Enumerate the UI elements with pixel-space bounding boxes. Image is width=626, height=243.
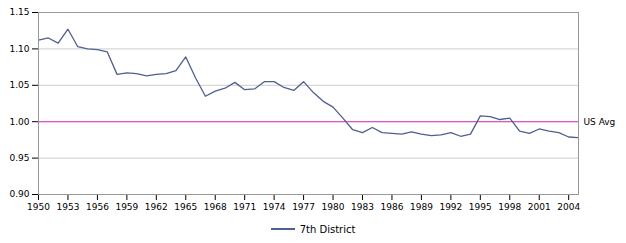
svg-text:0.90: 0.90 [9, 189, 29, 199]
svg-text:1953: 1953 [57, 202, 80, 212]
svg-text:1980: 1980 [322, 202, 345, 212]
svg-text:1992: 1992 [439, 202, 462, 212]
svg-text:2004: 2004 [557, 202, 580, 212]
svg-text:2001: 2001 [528, 202, 551, 212]
svg-text:1986: 1986 [381, 202, 404, 212]
svg-text:1971: 1971 [233, 202, 256, 212]
svg-text:1950: 1950 [27, 202, 50, 212]
svg-text:US Avg: US Avg [584, 117, 616, 127]
svg-text:0.95: 0.95 [9, 153, 29, 163]
svg-text:1989: 1989 [410, 202, 433, 212]
svg-text:1977: 1977 [292, 202, 315, 212]
svg-text:1995: 1995 [469, 202, 492, 212]
svg-text:1974: 1974 [263, 202, 286, 212]
svg-text:1968: 1968 [204, 202, 227, 212]
html-text:7th District: 7th District [299, 223, 356, 235]
svg-text:1965: 1965 [174, 202, 197, 212]
svg-text:1.10: 1.10 [9, 44, 29, 54]
svg-text:1.15: 1.15 [9, 7, 29, 17]
svg-text:1998: 1998 [498, 202, 521, 212]
svg-text:1956: 1956 [86, 202, 109, 212]
svg-text:1983: 1983 [351, 202, 374, 212]
svg-text:1.00: 1.00 [9, 117, 29, 127]
svg-text:1.05: 1.05 [9, 80, 29, 90]
svg-text:1962: 1962 [145, 202, 168, 212]
svg-text:1959: 1959 [115, 202, 138, 212]
